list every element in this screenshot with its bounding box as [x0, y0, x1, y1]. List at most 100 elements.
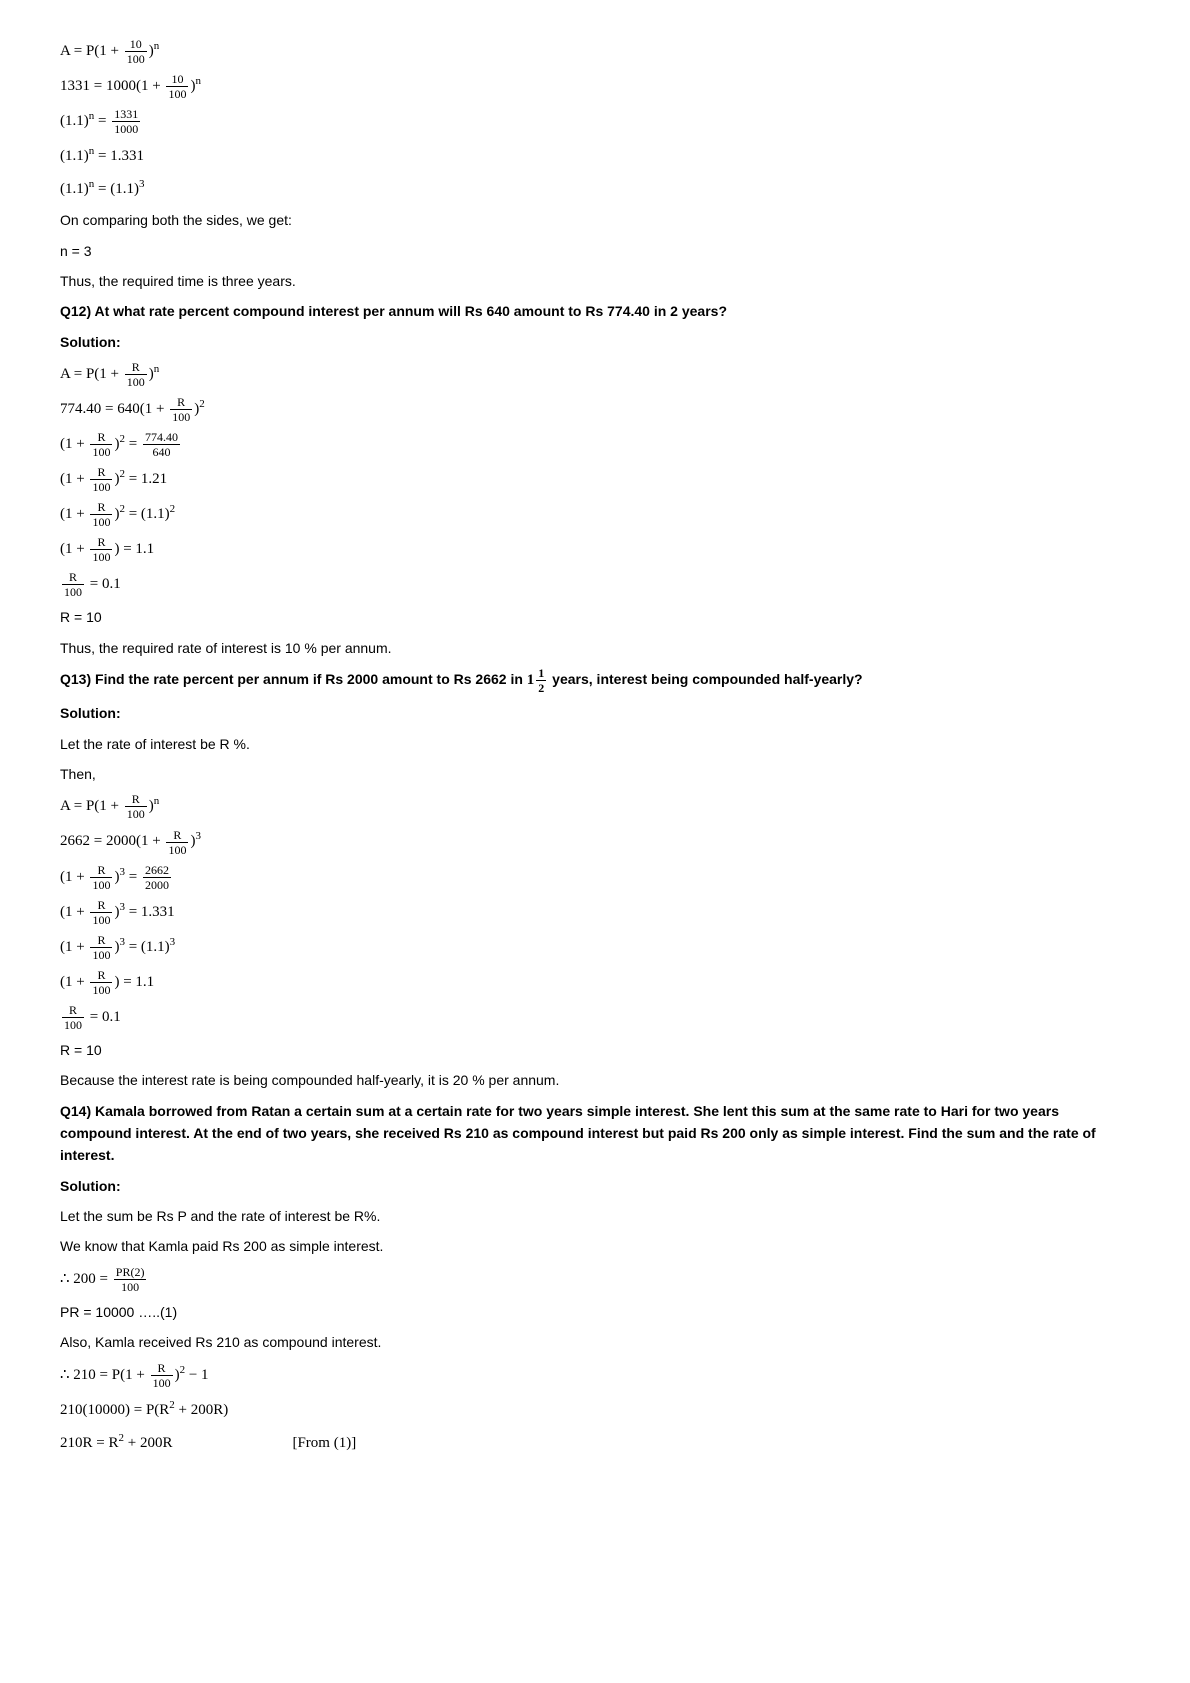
eq-line: (1.1)n = (1.1)3	[60, 176, 1130, 201]
txt: P(1 +	[86, 798, 123, 814]
txt: Solution:	[60, 334, 121, 350]
sup: 3	[139, 178, 145, 190]
txt: (1 +	[60, 541, 88, 557]
txt: n = 3	[60, 243, 92, 259]
eq-line: 210(10000) = P(R2 + 200R)	[60, 1397, 1130, 1422]
eq-line: A = P(1 + R100)n	[60, 793, 1130, 820]
eq-line: ∴ 210 = P(1 + R100)2 − 1	[60, 1362, 1130, 1389]
txt: P(1 +	[86, 43, 123, 59]
text-line: Thus, the required time is three years.	[60, 270, 1130, 292]
txt: = 0.1	[86, 1009, 121, 1025]
sup: 3	[195, 830, 201, 842]
txt: ) = 1.1	[114, 974, 154, 990]
txt: (1 +	[60, 869, 88, 885]
txt: (1 +	[60, 471, 88, 487]
text-line: Thus, the required rate of interest is 1…	[60, 637, 1130, 659]
text-line: R = 10	[60, 606, 1130, 628]
text-line: PR = 10000 …..(1)	[60, 1301, 1130, 1323]
fraction: R100	[90, 501, 112, 528]
sup: n	[154, 40, 160, 52]
fraction: 10100	[166, 73, 188, 100]
fraction: R100	[90, 536, 112, 563]
txt: Thus, the required time is three years.	[60, 273, 296, 289]
eq-line: 2662 = 2000(1 + R100)3	[60, 828, 1130, 855]
eq-line: (1 + R100)2 = 774.40640	[60, 431, 1130, 458]
sup: n	[195, 75, 201, 87]
eq-line: (1 + R100)3 = 1.331	[60, 899, 1130, 926]
txt: 640(1 +	[117, 401, 168, 417]
eq-line: (1.1)n = 1.331	[60, 143, 1130, 168]
sup: 2	[170, 503, 176, 515]
eq-line: (1.1)n = 13311000	[60, 108, 1130, 135]
fraction: 12	[536, 667, 546, 694]
text-line: Also, Kamla received Rs 210 as compound …	[60, 1331, 1130, 1353]
eq-line: 1331 = 1000(1 + 10100)n	[60, 73, 1130, 100]
question-title: Q13) Find the rate percent per annum if …	[60, 667, 1130, 694]
eq-line: (1 + R100)3 = 26622000	[60, 864, 1130, 891]
txt: Then,	[60, 766, 96, 782]
eq-line: (1 + R100) = 1.1	[60, 969, 1130, 996]
txt: PR = 10000 …..(1)	[60, 1304, 177, 1320]
eq-line: R100 = 0.1	[60, 1004, 1130, 1031]
txt: (1.1)	[60, 181, 89, 197]
eq-line: (1 + R100)2 = (1.1)2	[60, 501, 1130, 528]
txt: 210(10000) = P(R	[60, 1402, 169, 1418]
reference-note: [From (1)]	[292, 1431, 356, 1455]
txt: (1 +	[60, 436, 88, 452]
txt: + 200R	[124, 1435, 172, 1451]
sup: 2	[199, 398, 205, 410]
eq-line: R100 = 0.1	[60, 571, 1130, 598]
eq-line: 210R = R2 + 200R[From (1)]	[60, 1430, 1130, 1455]
fraction: R100	[90, 466, 112, 493]
fraction: R100	[151, 1362, 173, 1389]
sup: 3	[170, 936, 176, 948]
fraction: R100	[125, 361, 147, 388]
txt: = 0.1	[86, 576, 121, 592]
text-line: R = 10	[60, 1039, 1130, 1061]
txt: Let the rate of interest be R %.	[60, 736, 250, 752]
eq-line: 774.40 = 640(1 + R100)2	[60, 396, 1130, 423]
document-page: A = P(1 + 10100)n 1331 = 1000(1 + 10100)…	[0, 0, 1190, 1683]
txt: (1 +	[60, 904, 88, 920]
txt: Solution:	[60, 1178, 121, 1194]
fraction: 26622000	[143, 864, 171, 891]
fraction: R100	[90, 864, 112, 891]
eq-line: A = P(1 + 10100)n	[60, 38, 1130, 65]
txt: Let the sum be Rs P and the rate of inte…	[60, 1208, 380, 1224]
text-line: Because the interest rate is being compo…	[60, 1069, 1130, 1091]
txt: =	[125, 436, 141, 452]
txt: ) = 1.1	[114, 541, 154, 557]
sup: n	[154, 795, 160, 807]
txt: Q12) At what rate percent compound inter…	[60, 303, 727, 319]
fraction: R100	[166, 829, 188, 856]
txt: R = 10	[60, 1042, 102, 1058]
txt: = (1.1)	[125, 939, 170, 955]
eq-line: ∴ 200 = PR(2)100	[60, 1266, 1130, 1293]
fraction: R100	[90, 431, 112, 458]
txt: P(1 +	[86, 366, 123, 382]
txt: + 200R)	[175, 1402, 228, 1418]
txt: (1 +	[60, 939, 88, 955]
txt: Q13) Find the rate percent per annum if …	[60, 671, 527, 687]
txt: ∴ 210 = P(1 +	[60, 1367, 149, 1383]
mixed-number: 112	[527, 672, 549, 688]
txt: ∴ 200 =	[60, 1271, 112, 1287]
txt: Because the interest rate is being compo…	[60, 1072, 559, 1088]
txt: = (1.1)	[125, 506, 170, 522]
sup: n	[154, 363, 160, 375]
txt: =	[94, 113, 110, 129]
text-line: Let the sum be Rs P and the rate of inte…	[60, 1205, 1130, 1227]
txt: − 1	[185, 1367, 208, 1383]
fraction: R100	[90, 969, 112, 996]
txt: =	[125, 869, 141, 885]
eq-line: (1 + R100)3 = (1.1)3	[60, 934, 1130, 961]
txt: (1 +	[60, 974, 88, 990]
solution-label: Solution:	[60, 1175, 1130, 1197]
txt: (1.1)	[60, 113, 89, 129]
txt: Also, Kamla received Rs 210 as compound …	[60, 1334, 381, 1350]
fraction: R100	[170, 396, 192, 423]
txt: 210R = R	[60, 1435, 118, 1451]
txt: (1.1)	[60, 148, 89, 164]
txt: = (1.1)	[94, 181, 139, 197]
txt: On comparing both the sides, we get:	[60, 212, 292, 228]
